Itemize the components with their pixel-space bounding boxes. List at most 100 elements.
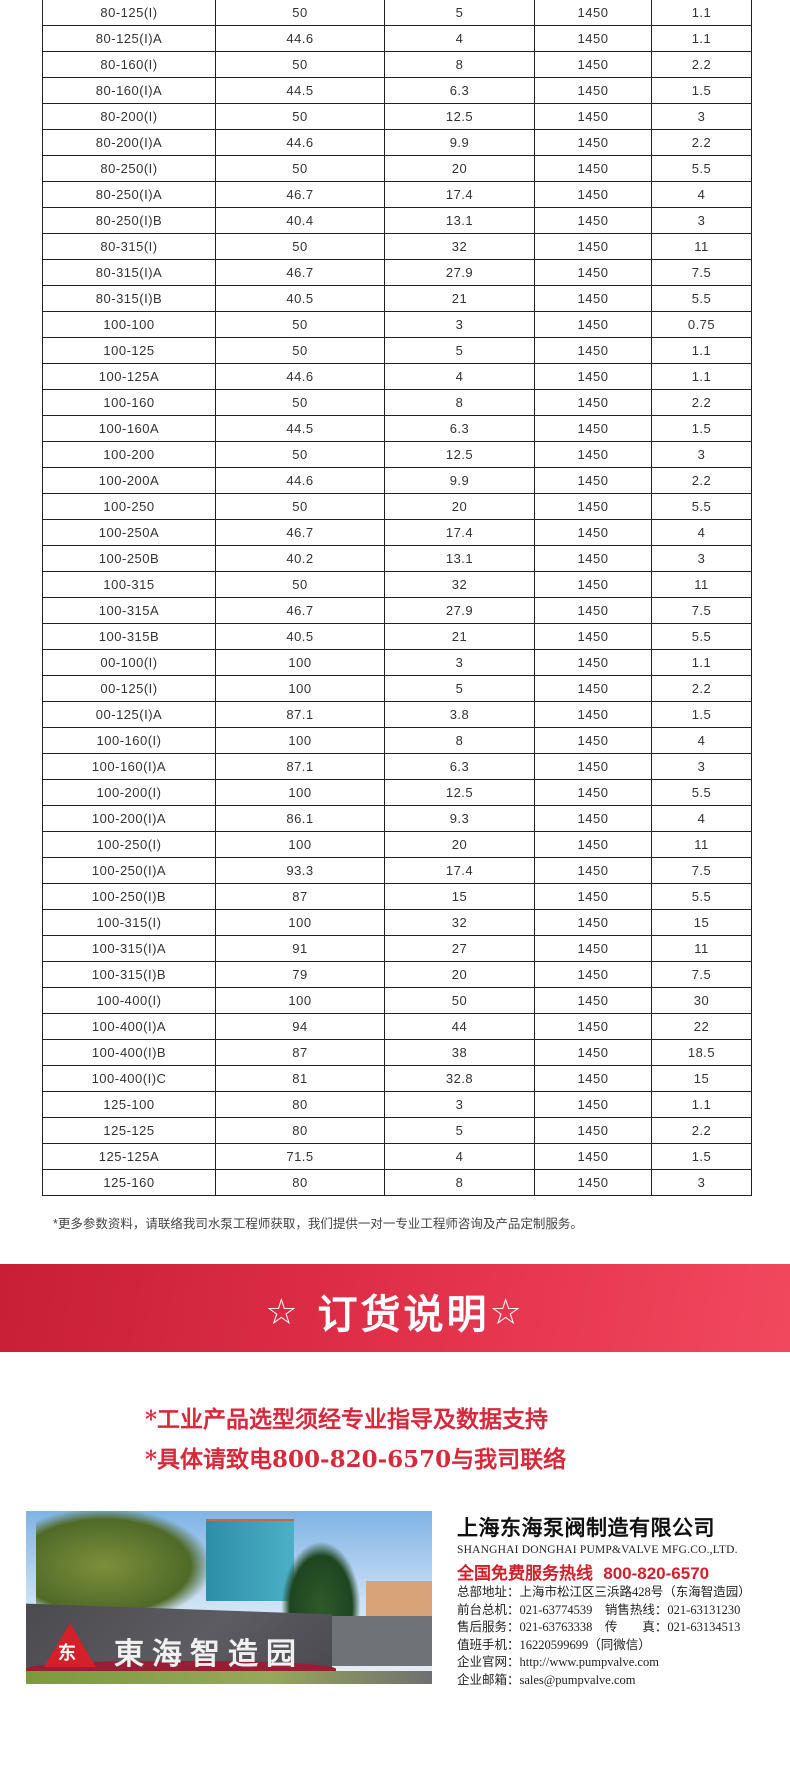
- cell-model: 100-250(I): [42, 831, 216, 858]
- cell-power: 7.5: [651, 259, 752, 286]
- cell-speed: 1450: [534, 1091, 652, 1118]
- cell-flow: 100: [215, 831, 385, 858]
- table-row: 80-125(I)A 44.6 4 1450 1.1: [42, 25, 752, 52]
- cell-speed: 1450: [534, 935, 652, 962]
- cell-head: 20: [384, 493, 535, 520]
- cell-model: 100-250: [42, 493, 216, 520]
- table-row: 80-250(I) 50 20 1450 5.5: [42, 155, 752, 182]
- cell-speed: 1450: [534, 987, 652, 1014]
- cell-speed: 1450: [534, 1013, 652, 1040]
- cell-flow: 44.6: [215, 363, 385, 390]
- cell-flow: 44.6: [215, 467, 385, 494]
- email[interactable]: 企业邮箱：sales@pumpvalve.com: [457, 1672, 636, 1687]
- cell-head: 44: [384, 1013, 535, 1040]
- table-row: 80-315(I)B 40.5 21 1450 5.5: [42, 285, 752, 312]
- table-row: 00-125(I)A 87.1 3.8 1450 1.5: [42, 701, 752, 728]
- cell-flow: 91: [215, 935, 385, 962]
- cell-model: 100-400(I)A: [42, 1013, 216, 1040]
- cell-flow: 100: [215, 649, 385, 676]
- cell-flow: 50: [215, 103, 385, 130]
- cell-power: 3: [651, 441, 752, 468]
- notice-line-1: *工业产品选型须经专业指导及数据支持: [145, 1406, 549, 1433]
- table-row: 100-160(I)A 87.1 6.3 1450 3: [42, 753, 752, 780]
- table-row: 100-250B 40.2 13.1 1450 3: [42, 545, 752, 572]
- cell-flow: 50: [215, 441, 385, 468]
- cell-head: 5: [384, 675, 535, 702]
- cell-speed: 1450: [534, 441, 652, 468]
- cell-power: 7.5: [651, 597, 752, 624]
- cell-head: 15: [384, 883, 535, 910]
- notice-line-2: *具体请致电800-820-6570与我司联络: [145, 1446, 567, 1473]
- cell-power: 7.5: [651, 857, 752, 884]
- cell-power: 11: [651, 935, 752, 962]
- cell-flow: 44.5: [215, 77, 385, 104]
- table-row: 100-250(I)A 93.3 17.4 1450 7.5: [42, 857, 752, 884]
- cell-speed: 1450: [534, 181, 652, 208]
- cell-model: 80-315(I)B: [42, 285, 216, 312]
- cell-model: 100-315: [42, 571, 216, 598]
- banner-title: ☆ 订货说明☆: [0, 1282, 790, 1340]
- cell-power: 3: [651, 1169, 752, 1196]
- cell-model: 100-315(I)B: [42, 961, 216, 988]
- cell-power: 5.5: [651, 155, 752, 182]
- cell-head: 8: [384, 727, 535, 754]
- cell-flow: 100: [215, 909, 385, 936]
- cell-speed: 1450: [534, 207, 652, 234]
- cell-model: 80-315(I): [42, 233, 216, 260]
- cell-flow: 50: [215, 571, 385, 598]
- cell-speed: 1450: [534, 675, 652, 702]
- table-row: 100-315(I) 100 32 1450 15: [42, 909, 752, 936]
- table-row: 100-400(I)C 81 32.8 1450 15: [42, 1065, 752, 1092]
- cell-flow: 80: [215, 1169, 385, 1196]
- cell-flow: 81: [215, 1065, 385, 1092]
- cell-model: 100-400(I): [42, 987, 216, 1014]
- cell-flow: 93.3: [215, 857, 385, 884]
- cell-power: 5.5: [651, 493, 752, 520]
- cell-head: 32: [384, 233, 535, 260]
- cell-flow: 87: [215, 883, 385, 910]
- cell-head: 27.9: [384, 597, 535, 624]
- cell-model: 80-160(I): [42, 51, 216, 78]
- cell-power: 3: [651, 753, 752, 780]
- table-row: 80-125(I) 50 5 1450 1.1: [42, 0, 752, 26]
- cell-flow: 50: [215, 0, 385, 26]
- cell-model: 100-200(I): [42, 779, 216, 806]
- cell-head: 3.8: [384, 701, 535, 728]
- cell-model: 100-400(I)C: [42, 1065, 216, 1092]
- cell-speed: 1450: [534, 103, 652, 130]
- phones: 前台总机：021-63774539 销售热线：021-63131230: [457, 1602, 741, 1617]
- cell-model: 100-250(I)B: [42, 883, 216, 910]
- cell-model: 100-125: [42, 337, 216, 364]
- cell-power: 4: [651, 519, 752, 546]
- cell-power: 1.1: [651, 337, 752, 364]
- cell-power: 5.5: [651, 285, 752, 312]
- cell-head: 6.3: [384, 753, 535, 780]
- cell-flow: 44.6: [215, 129, 385, 156]
- cell-power: 2.2: [651, 467, 752, 494]
- cell-speed: 1450: [534, 519, 652, 546]
- cell-power: 15: [651, 909, 752, 936]
- cell-speed: 1450: [534, 1169, 652, 1196]
- cell-model: 100-160: [42, 389, 216, 416]
- cell-head: 38: [384, 1039, 535, 1066]
- table-row: 00-100(I) 100 3 1450 1.1: [42, 649, 752, 676]
- cell-model: 80-125(I)A: [42, 25, 216, 52]
- cell-speed: 1450: [534, 259, 652, 286]
- cell-flow: 100: [215, 675, 385, 702]
- logo-icon: [44, 1623, 96, 1667]
- cell-flow: 87.1: [215, 701, 385, 728]
- cell-model: 100-315(I): [42, 909, 216, 936]
- cell-head: 3: [384, 649, 535, 676]
- table-row: 100-200(I) 100 12.5 1450 5.5: [42, 779, 752, 806]
- website[interactable]: 企业官网：http://www.pumpvalve.com: [457, 1655, 659, 1670]
- cell-model: 125-100: [42, 1091, 216, 1118]
- table-row: 100-250(I)B 87 15 1450 5.5: [42, 883, 752, 910]
- cell-power: 22: [651, 1013, 752, 1040]
- cell-power: 1.5: [651, 77, 752, 104]
- address: 总部地址：上海市松江区三浜路428号（东海智造园）: [457, 1585, 751, 1599]
- cell-head: 27: [384, 935, 535, 962]
- cell-head: 5: [384, 1117, 535, 1144]
- cell-speed: 1450: [534, 285, 652, 312]
- cell-power: 4: [651, 181, 752, 208]
- cell-speed: 1450: [534, 753, 652, 780]
